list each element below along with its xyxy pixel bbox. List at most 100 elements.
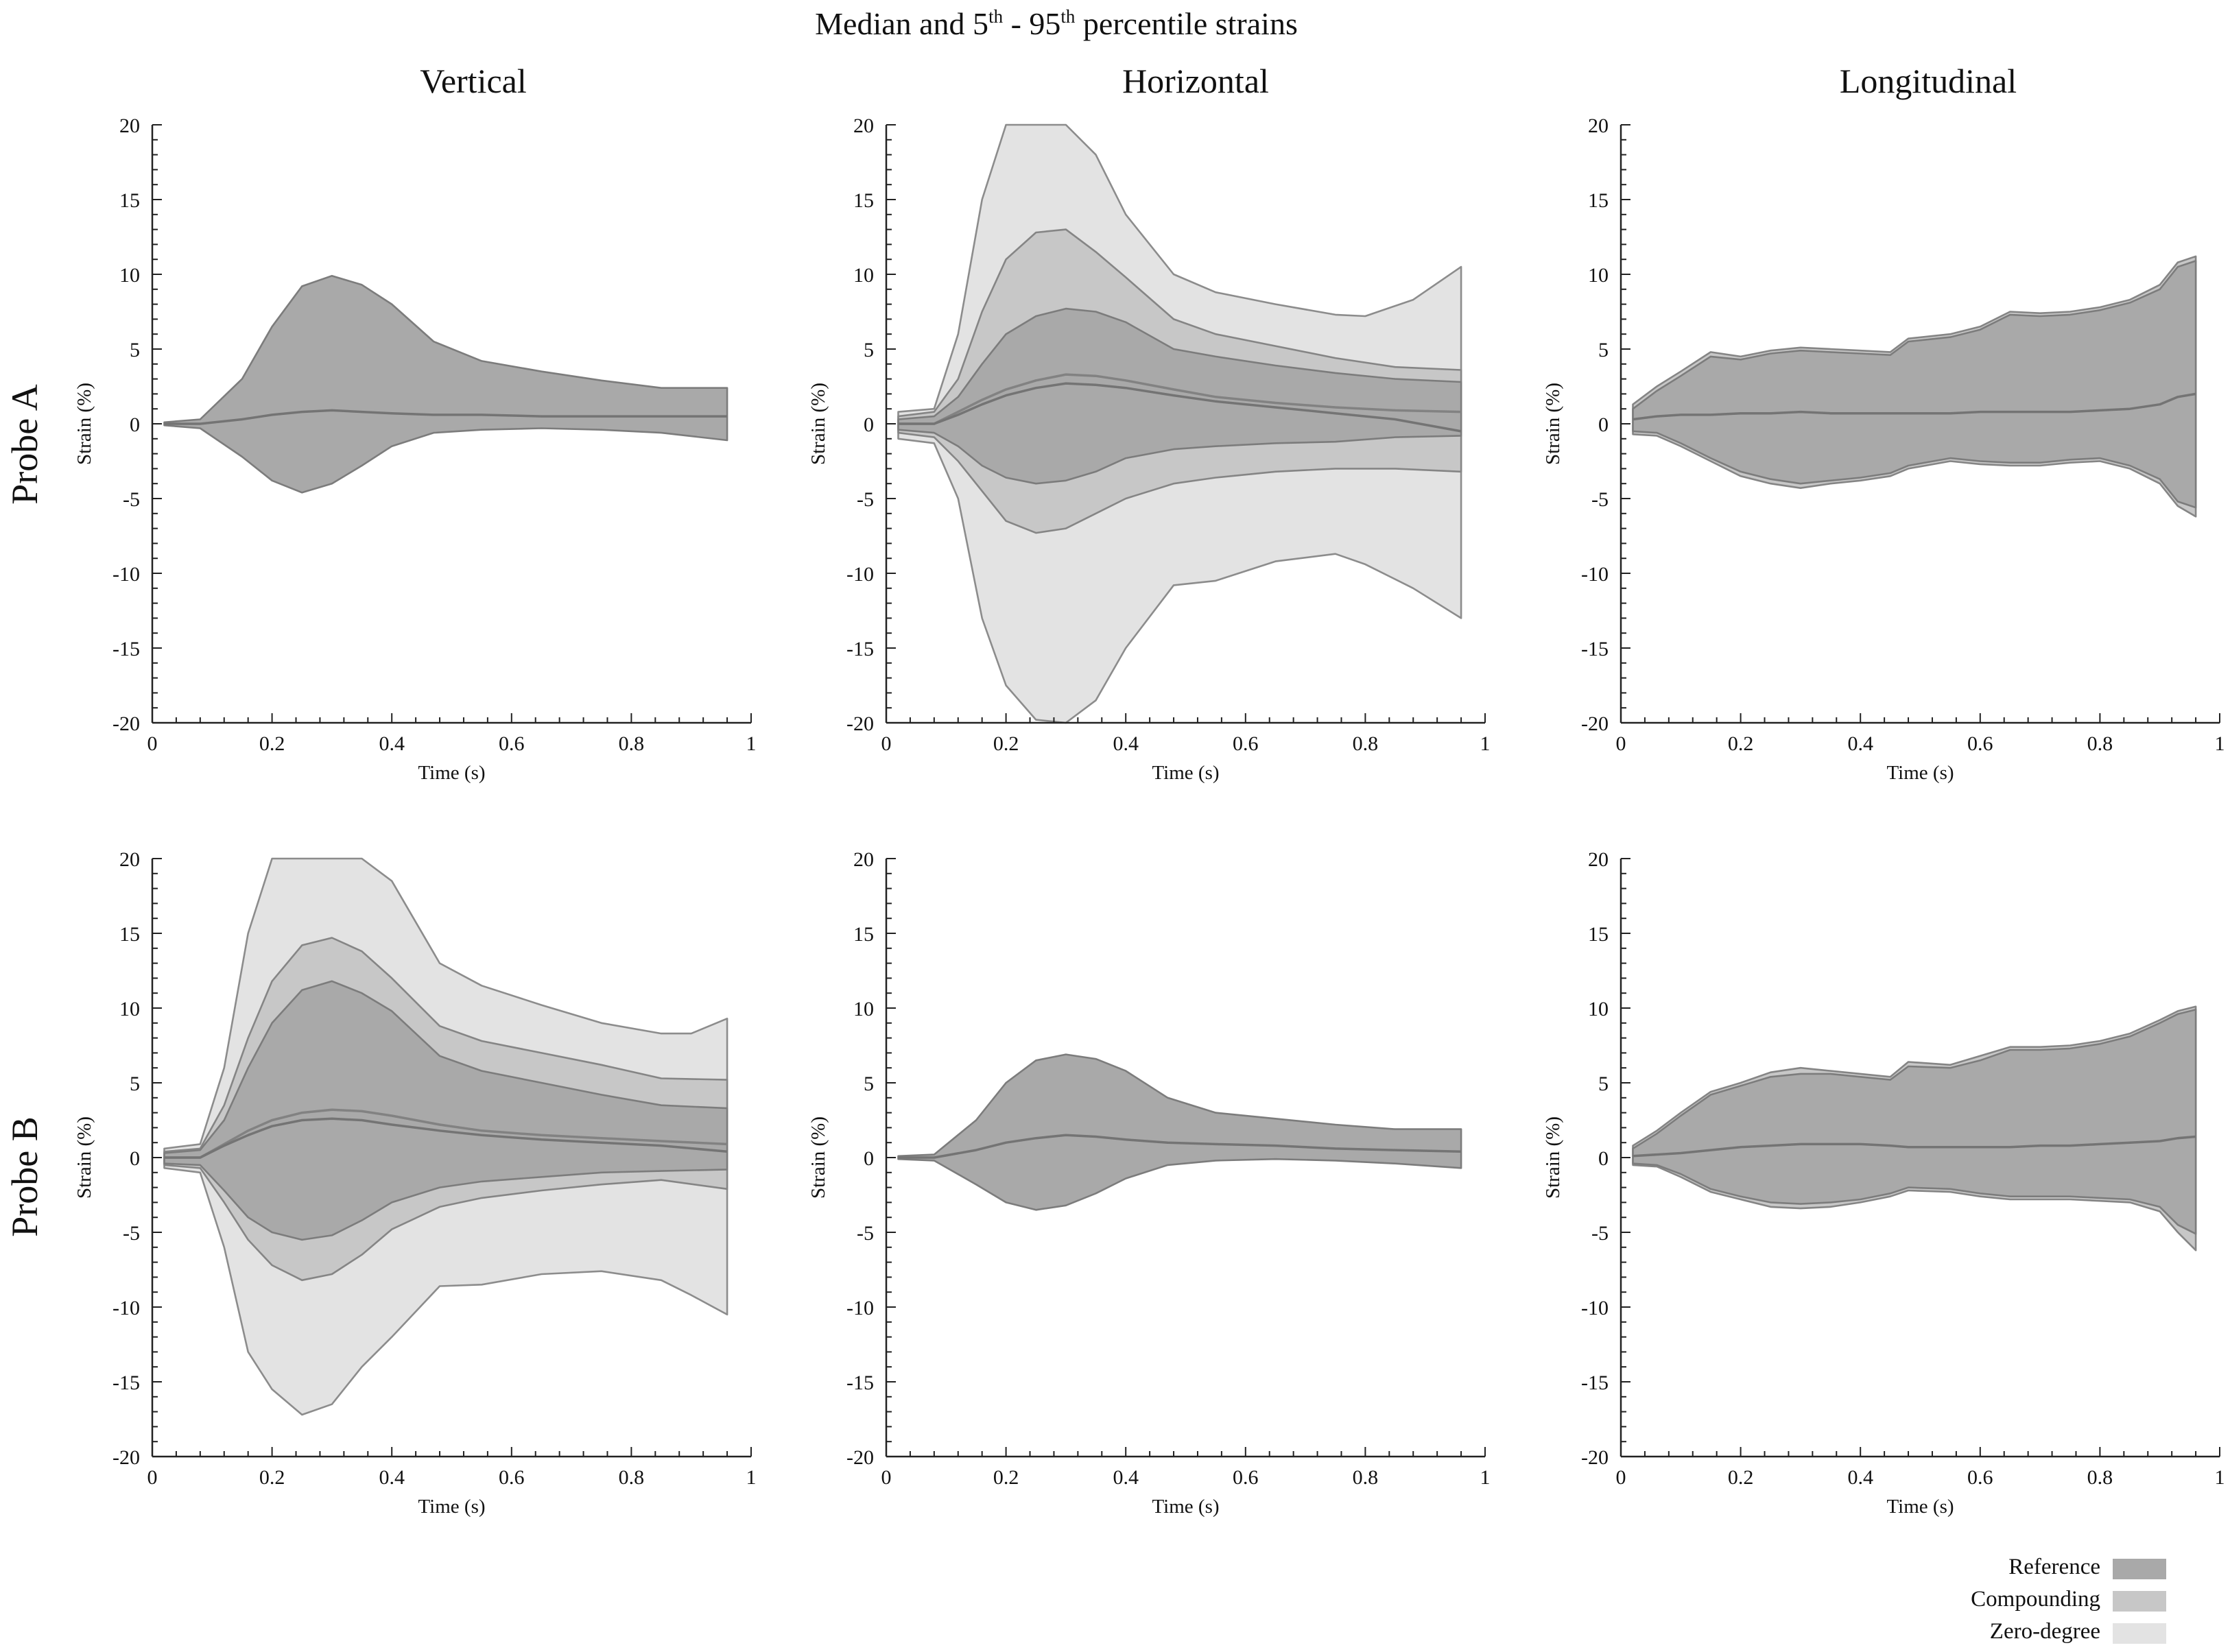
x-axis-label-probe-a-horizontal: Time (s) [1152,762,1219,784]
median-line-reference-probe-a-vertical [164,409,728,425]
x-tick-label-probe-a-vertical: 1 [746,732,757,755]
y-tick-label-probe-a-longitudinal: -15 [1581,638,1609,660]
y-axis-label-probe-b-vertical: Strain (%) [73,1116,95,1199]
y-tick-label-probe-a-horizontal: -5 [857,488,874,511]
y-tick-label-probe-a-horizontal: 20 [853,115,874,137]
x-tick-label-probe-b-longitudinal: 1 [2215,1466,2225,1489]
y-tick-label-probe-a-longitudinal: -10 [1581,563,1609,586]
y-tick-label-probe-b-longitudinal: 0 [1598,1147,1609,1170]
y-tick-label-probe-b-horizontal: -5 [857,1222,874,1245]
x-tick-label-probe-b-vertical: 0.8 [619,1466,645,1489]
legend-label-compounding: Compounding [1971,1587,2100,1612]
y-tick-label-probe-b-horizontal: 5 [864,1073,874,1095]
y-tick-label-probe-b-vertical: 0 [130,1147,140,1170]
band-reference-probe-b-vertical [163,980,728,1241]
y-axis-label-probe-b-longitudinal: Strain (%) [1542,1116,1564,1199]
median-line-compounding-probe-b-vertical [164,1108,728,1159]
column-title-vertical: Vertical [420,62,526,100]
y-tick-label-probe-b-horizontal: 0 [864,1147,874,1170]
y-tick-label-probe-b-horizontal: -15 [846,1372,874,1394]
y-tick-label-probe-b-vertical: -15 [112,1372,140,1394]
x-tick-label-probe-a-vertical: 0.8 [619,732,645,755]
y-tick-label-probe-b-longitudinal: -10 [1581,1297,1609,1319]
y-axis-label-probe-b-horizontal: Strain (%) [807,1116,829,1199]
y-tick-label-probe-b-horizontal: -10 [846,1297,874,1319]
x-axis-label-probe-a-vertical: Time (s) [418,762,485,784]
legend-item-zero-degree: Zero-degree [1990,1619,2166,1644]
y-tick-label-probe-a-longitudinal: 10 [1588,264,1609,287]
x-tick-label-probe-a-longitudinal: 0 [1616,732,1626,755]
band-reference-probe-b-longitudinal [1632,1008,2197,1235]
band-reference-probe-a-vertical [163,274,728,494]
y-axis-label-probe-a-horizontal: Strain (%) [807,383,829,465]
median-line-reference-probe-b-horizontal [898,1134,1462,1159]
y-tick-label-probe-a-horizontal: 5 [864,339,874,361]
x-tick-label-probe-a-vertical: 0.2 [259,732,285,755]
legend-label-reference: Reference [2008,1555,2100,1579]
y-tick-label-probe-b-longitudinal: -15 [1581,1372,1609,1394]
y-tick-label-probe-a-horizontal: -20 [846,713,874,735]
x-tick-label-probe-b-horizontal: 0 [881,1466,892,1489]
y-tick-label-probe-a-longitudinal: 15 [1588,189,1609,212]
y-tick-label-probe-a-longitudinal: 5 [1598,339,1609,361]
y-tick-label-probe-b-longitudinal: 10 [1588,998,1609,1020]
x-tick-label-probe-a-vertical: 0 [147,732,158,755]
y-tick-label-probe-a-longitudinal: 20 [1588,115,1609,137]
y-axis-label-probe-a-vertical: Strain (%) [73,383,95,465]
y-tick-label-probe-b-horizontal: 15 [853,923,874,946]
x-tick-label-probe-b-horizontal: 0.4 [1113,1466,1139,1489]
median-line-reference-probe-b-vertical [164,1117,728,1159]
y-axis-label-probe-a-longitudinal: Strain (%) [1542,383,1564,465]
x-tick-label-probe-a-horizontal: 0.6 [1233,732,1259,755]
x-tick-label-probe-b-vertical: 0.2 [259,1466,285,1489]
y-tick-label-probe-b-horizontal: 20 [853,848,874,871]
y-tick-label-probe-b-vertical: -20 [112,1446,140,1469]
y-tick-label-probe-b-vertical: 5 [130,1073,140,1095]
x-tick-label-probe-b-vertical: 1 [746,1466,757,1489]
panel-probe-a-horizontal: 20 15 10 5 0 -5 -10 -15 -20 0 0.2 0.4 0.6 0.8 1 Time (s… [807,115,1491,784]
legend: Reference Compounding Zero-degree [1971,1555,2166,1644]
x-tick-label-probe-b-horizontal: 0.2 [993,1466,1019,1489]
band-reference-probe-a-longitudinal [1632,260,2197,509]
x-tick-label-probe-a-longitudinal: 0.8 [2087,732,2113,755]
y-tick-label-probe-a-horizontal: 0 [864,414,874,436]
column-title-horizontal: Horizontal [1122,62,1269,100]
y-tick-label-probe-a-vertical: 10 [119,264,140,287]
panel-probe-a-longitudinal: 20 15 10 5 0 -5 -10 -15 -20 0 0.2 0.4 0.6 0.8 1 Time (s… [1542,115,2225,784]
x-axis-label-probe-b-longitudinal: Time (s) [1886,1496,1954,1518]
panel-probe-b-horizontal: 20 15 10 5 0 -5 -10 -15 -20 0 0.2 0.4 0.6 0.8 1 Time (s… [807,848,1491,1518]
x-tick-label-probe-a-horizontal: 0 [881,732,892,755]
y-tick-label-probe-b-vertical: 10 [119,998,140,1020]
x-tick-label-probe-b-longitudinal: 0 [1616,1466,1626,1489]
y-tick-label-probe-a-longitudinal: -20 [1581,713,1609,735]
x-axis-label-probe-b-vertical: Time (s) [418,1496,485,1518]
y-tick-label-probe-a-vertical: 0 [130,414,140,436]
legend-swatch-compounding [2113,1591,2166,1612]
band-reference-probe-b-horizontal [897,1053,1462,1211]
y-tick-label-probe-a-horizontal: -10 [846,563,874,586]
x-tick-label-probe-a-longitudinal: 0.4 [1847,732,1873,755]
x-tick-label-probe-b-longitudinal: 0.6 [1967,1466,1993,1489]
x-tick-label-probe-b-horizontal: 0.8 [1353,1466,1379,1489]
x-tick-label-probe-a-vertical: 0.4 [379,732,405,755]
x-tick-label-probe-a-longitudinal: 1 [2215,732,2225,755]
panel-probe-a-vertical: 20 15 10 5 0 -5 -10 -15 -20 0 0.2 0.4 0.6 0.8 1 Time (s… [73,115,757,784]
x-tick-label-probe-b-longitudinal: 0.4 [1847,1466,1873,1489]
y-tick-label-probe-a-vertical: -5 [123,488,140,511]
y-tick-label-probe-a-longitudinal: 0 [1598,414,1609,436]
x-tick-label-probe-b-vertical: 0.6 [499,1466,525,1489]
y-tick-label-probe-b-longitudinal: -20 [1581,1446,1609,1469]
legend-label-zero-degree: Zero-degree [1990,1619,2100,1644]
panel-probe-b-longitudinal: 20 15 10 5 0 -5 -10 -15 -20 0 0.2 0.4 0.6 0.8 1 Time (s… [1542,848,2225,1518]
y-tick-label-probe-a-vertical: 5 [130,339,140,361]
x-tick-label-probe-a-longitudinal: 0.6 [1967,732,1993,755]
y-tick-label-probe-b-longitudinal: -5 [1591,1222,1609,1245]
y-tick-label-probe-a-longitudinal: -5 [1591,488,1609,511]
y-tick-label-probe-b-longitudinal: 20 [1588,848,1609,871]
panel-probe-b-vertical: 20 15 10 5 0 -5 -10 -15 -20 0 0.2 0.4 0.6 0.8 1 Time (s… [73,848,757,1518]
y-tick-label-probe-a-vertical: 15 [119,189,140,212]
x-tick-label-probe-a-horizontal: 0.2 [993,732,1019,755]
row-label-probe-a: Probe A [4,384,45,505]
